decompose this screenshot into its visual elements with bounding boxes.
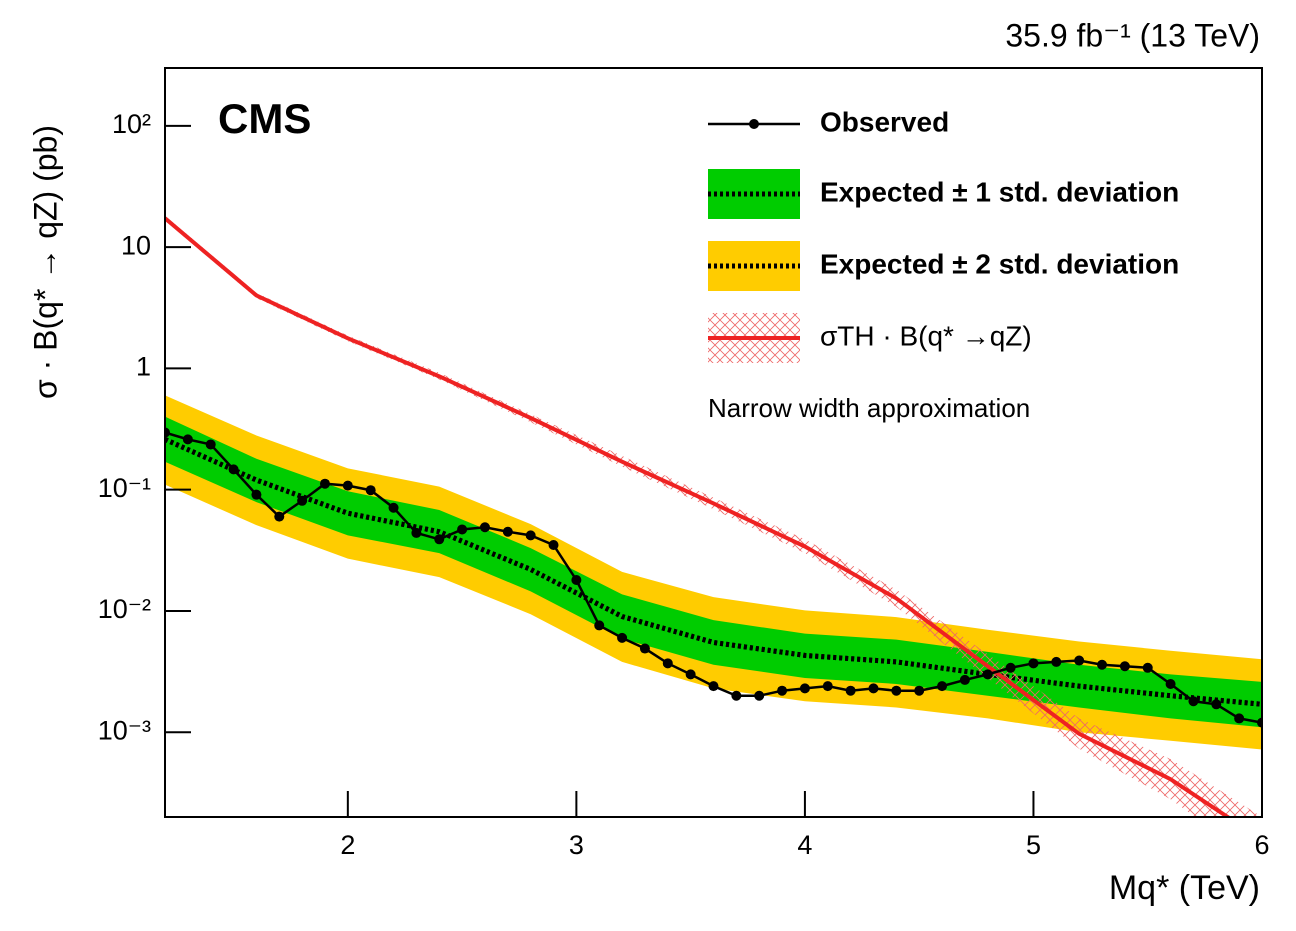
observed-point [1165, 678, 1176, 689]
x-axis-label: Mq* (TeV) [1109, 869, 1260, 907]
x-tick-label: 4 [797, 830, 812, 860]
observed-point [228, 464, 239, 475]
observed-point [891, 685, 902, 696]
observed-point [845, 685, 856, 696]
observed-point [479, 522, 490, 533]
observed-point [1119, 661, 1130, 672]
observed-point [1028, 658, 1039, 669]
observed-point [365, 485, 376, 496]
legend-swatch [749, 119, 759, 129]
observed-point [617, 632, 628, 643]
x-tick-label: 6 [1254, 830, 1269, 860]
theory-line [165, 216, 1232, 817]
observed-point [959, 674, 970, 685]
expected-median [165, 437, 1262, 707]
observed-point [548, 539, 559, 550]
observed-point [914, 685, 925, 696]
frame [164, 67, 1263, 818]
y-tick-label: 1 [136, 352, 151, 382]
observed-point [639, 643, 650, 654]
observed-point [1097, 659, 1108, 670]
note: Narrow width approximation [708, 393, 1030, 423]
observed-point [342, 480, 353, 491]
observed-point [1257, 717, 1262, 728]
x-tick-label: 3 [569, 830, 584, 860]
observed-point [662, 658, 673, 669]
observed-point [708, 681, 719, 692]
observed-point [205, 439, 216, 450]
legend-label: Expected ± 2 std. deviation [820, 248, 1179, 279]
plot-area [165, 215, 1262, 817]
observed-point [1211, 699, 1222, 710]
legend: Observed Expected ± 1 std. deviation Expec… [708, 106, 1179, 363]
observed-point [799, 683, 810, 694]
observed-point [594, 620, 605, 631]
observed-point [319, 478, 330, 489]
observed-point [434, 534, 445, 545]
observed-point [388, 502, 399, 513]
observed-point [182, 434, 193, 445]
x-tick-label: 2 [340, 830, 355, 860]
observed-point [982, 669, 993, 680]
observed-point [731, 690, 742, 701]
observed-point [1051, 656, 1062, 667]
observed-point [822, 681, 833, 692]
expected-1sigma-band [165, 416, 1262, 728]
y-tick-label: 10 [121, 230, 151, 260]
y-tick-label: 10⁻² [98, 594, 151, 624]
observed-point [1234, 713, 1245, 724]
cms-label: CMS [218, 95, 311, 142]
observed-point [937, 681, 948, 692]
observed-point [165, 427, 170, 438]
observed-point [1188, 696, 1199, 707]
observed-point [1142, 662, 1153, 673]
observed-point [777, 685, 788, 696]
observed-point [754, 690, 765, 701]
observed-point [502, 526, 513, 537]
x-tick-label: 5 [1026, 830, 1041, 860]
observed-point [1074, 655, 1085, 666]
y-axis-label: σ · B(q* → qZ) (pb) [27, 125, 63, 399]
legend-label: σTH · B(q* →qZ) [820, 320, 1032, 351]
y-tick-label: 10² [112, 109, 151, 139]
observed-point [571, 575, 582, 586]
legend-swatch [708, 169, 800, 219]
y-tick-label: 10⁻¹ [98, 473, 151, 503]
observed-point [457, 524, 468, 535]
observed-point [297, 495, 308, 506]
legend-label: Expected ± 1 std. deviation [820, 176, 1179, 207]
observed-point [251, 489, 262, 500]
observed-point [685, 669, 696, 680]
legend-label: Observed [820, 106, 949, 137]
axes: 10² 10 1 10⁻¹ 10⁻² 10⁻³ 2 3 4 5 6 [98, 109, 1270, 860]
observed-point [1005, 662, 1016, 673]
y-tick-label: 10⁻³ [98, 715, 151, 745]
chart-title: 35.9 fb⁻¹ (13 TeV) [1005, 17, 1260, 53]
observed-point [411, 527, 422, 538]
legend-swatch [708, 241, 800, 291]
observed-point [868, 683, 879, 694]
observed-point [525, 530, 536, 541]
observed-point [274, 511, 285, 522]
